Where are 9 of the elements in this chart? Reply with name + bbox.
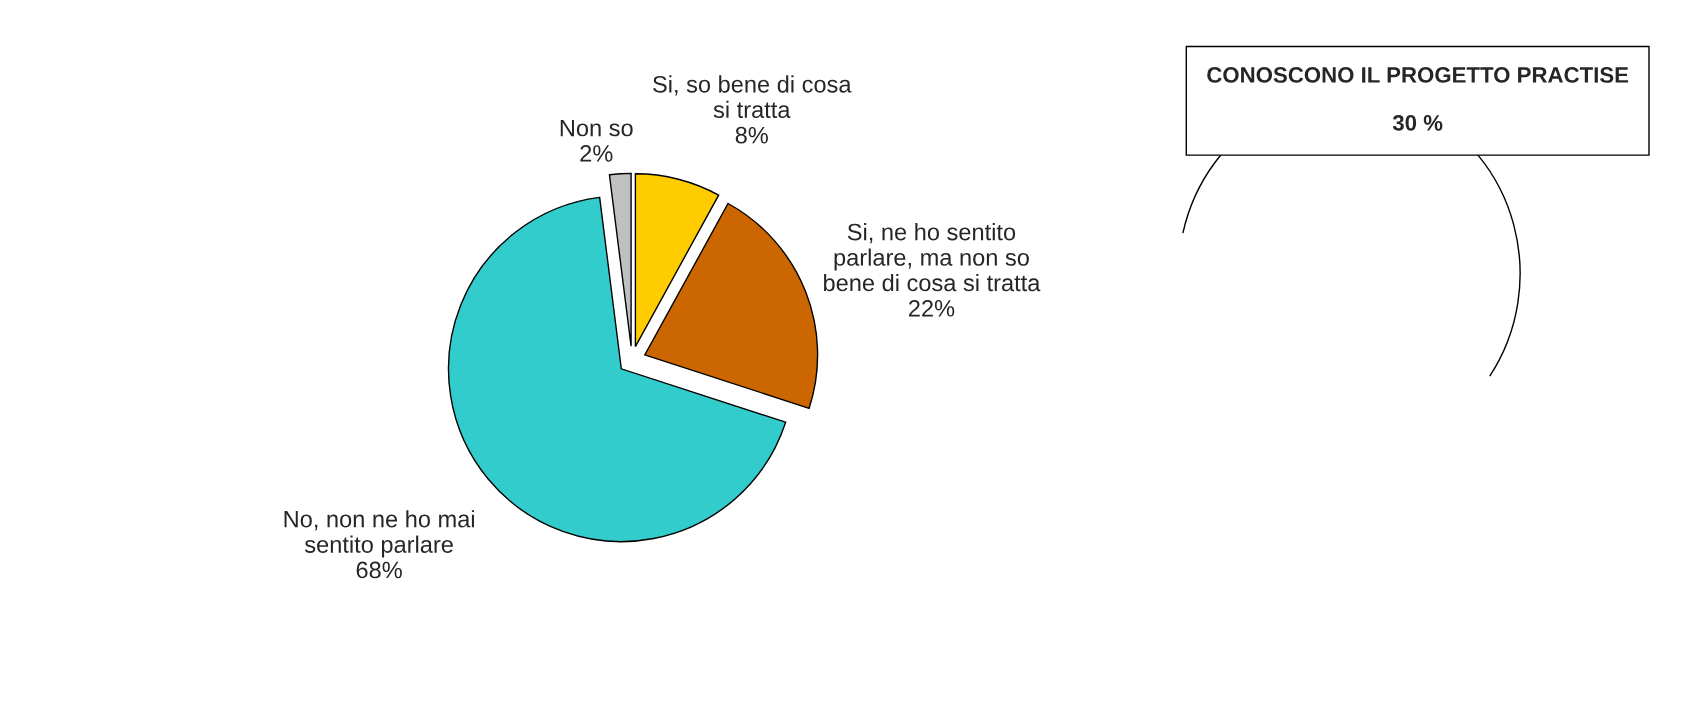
data-label: 22%: [909, 299, 955, 317]
data-label: 68%: [356, 561, 402, 579]
data-label: 8%: [735, 126, 768, 144]
data-label: 2%: [580, 145, 613, 162]
slice-label: No, non ne ho mai sentito parlare: [284, 510, 474, 558]
slice-label: Si, so bene di cosa si tratta: [653, 75, 852, 119]
slice-label: Si, ne ho sentito parlare, ma non so bene di cosa si tratta: [824, 223, 1041, 292]
text: CONOSCONO IL PROGETTO PRACTISE 30 %: [1207, 67, 1629, 131]
slice-label: Non so: [560, 119, 633, 137]
